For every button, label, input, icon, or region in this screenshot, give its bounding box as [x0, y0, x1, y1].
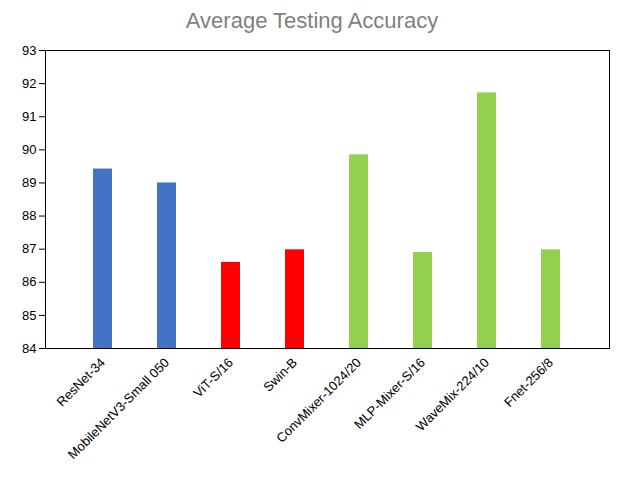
svg-text:ResNet-34: ResNet-34 — [54, 355, 109, 410]
svg-text:Swin-B: Swin-B — [260, 355, 300, 395]
svg-text:89: 89 — [22, 175, 36, 190]
svg-text:Fnet-256/8: Fnet-256/8 — [501, 355, 556, 410]
svg-text:WaveMix-224/10: WaveMix-224/10 — [413, 355, 492, 434]
svg-text:91: 91 — [22, 109, 36, 124]
svg-text:85: 85 — [22, 308, 36, 323]
svg-text:88: 88 — [22, 208, 36, 223]
svg-text:MLP-Mixer-S/16: MLP-Mixer-S/16 — [351, 354, 429, 432]
svg-text:ViT-S/16: ViT-S/16 — [190, 355, 236, 401]
svg-text:92: 92 — [22, 76, 36, 91]
svg-text:86: 86 — [22, 274, 36, 289]
html-text:Average Testing Accuracy: Average Testing Accuracy — [185, 8, 439, 33]
svg-text:87: 87 — [22, 241, 36, 256]
svg-text:ConvMixer-1024/20: ConvMixer-1024/20 — [273, 355, 364, 446]
svg-text:84: 84 — [22, 341, 36, 356]
svg-text:MobileNetV3-Small 050: MobileNetV3-Small 050 — [65, 355, 172, 462]
svg-text:93: 93 — [22, 43, 36, 58]
svg-text:90: 90 — [22, 142, 36, 157]
